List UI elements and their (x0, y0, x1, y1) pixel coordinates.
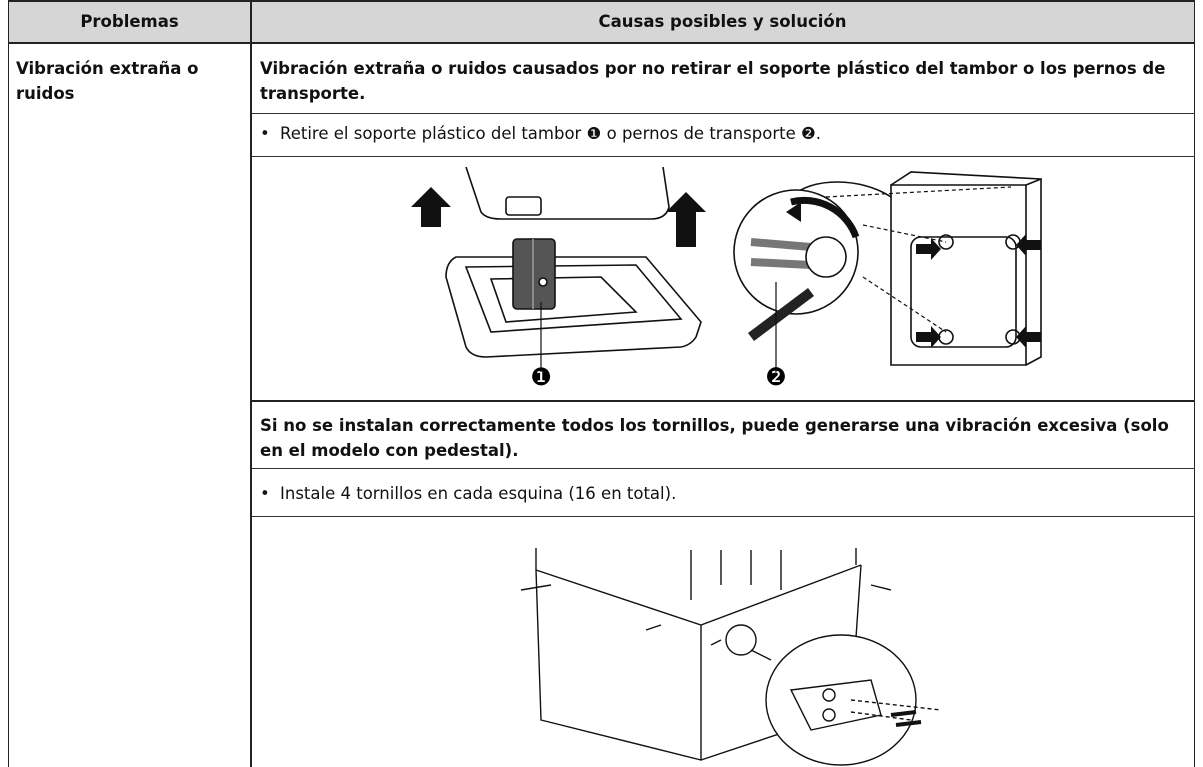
rule (251, 516, 1195, 517)
bullet-text: Instale 4 tornillos en cada esquina (16 … (280, 484, 677, 503)
problem: Vibración extraña o ruidos (16, 59, 199, 103)
section-heading: Si no se instalan correctamente todos lo… (260, 416, 1169, 460)
section-heading: Vibración extraña o ruidos causados por … (260, 59, 1166, 103)
bullet: • (260, 484, 270, 503)
header-text: Problemas (80, 11, 179, 31)
callout: ❶ (530, 363, 552, 391)
bullet: • (260, 124, 270, 143)
rule (251, 400, 1195, 402)
bullet-item: • Retire el soporte plástico del tambor ❶… (260, 122, 1185, 146)
bullet-text: Retire el soporte plástico del tambor ❶ … (280, 124, 822, 143)
column-rule (250, 0, 252, 767)
table-frame (8, 0, 1195, 767)
rule (8, 42, 1195, 44)
header-cell: Problemas (9, 0, 250, 42)
callout: ❷ (765, 363, 787, 391)
rule (251, 113, 1195, 114)
header-cell: Causas posibles y solución (251, 0, 1194, 42)
illustration-removal: ❶ ❷ (411, 157, 1194, 391)
rule (251, 468, 1195, 469)
rule (251, 156, 1195, 157)
rule (8, 0, 1195, 2)
header-text: Causas posibles y solución (598, 11, 847, 31)
illustration-pedestal (251, 540, 1194, 767)
bullet-item: • Instale 4 tornillos en cada esquina (16… (260, 482, 1185, 506)
